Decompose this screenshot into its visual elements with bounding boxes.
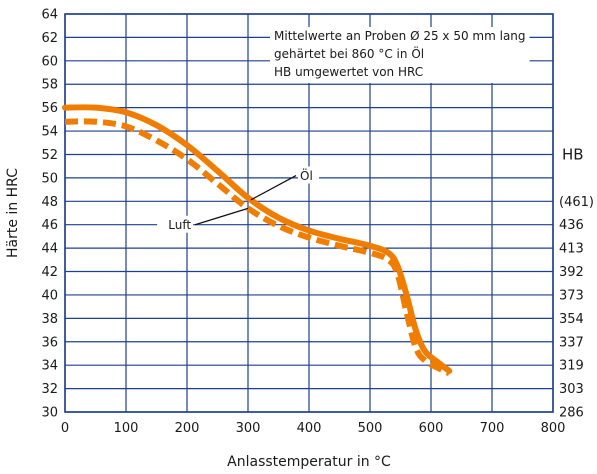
x-tick-label: 0 xyxy=(61,421,69,436)
y-tick-label: 58 xyxy=(41,78,58,93)
y-tick-label: 40 xyxy=(41,288,58,303)
annotation-group: Öl Luft xyxy=(157,166,320,233)
plot-frame xyxy=(64,13,554,413)
x-tick-label: 300 xyxy=(236,421,261,436)
y-tick-label: 32 xyxy=(41,382,58,397)
y2-tick-label: 303 xyxy=(559,382,584,397)
annotation-leader xyxy=(194,207,249,226)
y-tick-label: 36 xyxy=(41,335,58,350)
note-background xyxy=(270,27,530,83)
y2-tick-label: 286 xyxy=(559,406,584,421)
note-line: gehärtet bei 860 °C in Öl xyxy=(274,45,424,61)
x-tick-label: 400 xyxy=(297,421,322,436)
annotation-label-background xyxy=(298,166,320,184)
x-tick-label: 100 xyxy=(114,421,139,436)
note-box: Mittelwerte an Proben Ø 25 x 50 mm lang … xyxy=(270,27,530,83)
y-tick-label: 48 xyxy=(41,195,58,210)
y2-tick-label: 392 xyxy=(559,265,584,280)
annotation-label: Luft xyxy=(168,218,191,232)
y-tick-label: 42 xyxy=(41,265,58,280)
y-tick-label: 54 xyxy=(41,125,58,140)
series-group xyxy=(62,104,453,377)
y2-tick-label: 319 xyxy=(559,359,584,374)
y-tick-label: 50 xyxy=(41,171,58,186)
x-axis-label: Anlasstemperatur in °C xyxy=(227,454,391,470)
note-line: HB umgewertet von HRC xyxy=(274,65,423,79)
y-tick-label: 52 xyxy=(41,148,58,163)
y-tick-label: 60 xyxy=(41,54,58,69)
y-tick-label: 46 xyxy=(41,218,58,233)
annotation-label-background xyxy=(157,215,194,233)
y-tick-label: 30 xyxy=(41,406,58,421)
y2-tick-label: 373 xyxy=(559,288,584,303)
annotation-leader xyxy=(250,174,297,201)
series-line--l xyxy=(62,104,453,374)
x-tick-label: 500 xyxy=(358,421,383,436)
y-tick-label: 34 xyxy=(41,359,58,374)
y-axis-label: Härte in HRC xyxy=(5,168,21,258)
y-tick-label: 64 xyxy=(41,8,58,23)
y2-tick-label: 436 xyxy=(559,218,584,233)
y2-tick-label: 413 xyxy=(559,242,584,257)
y2-tick-label: 337 xyxy=(559,335,584,350)
y-tick-label: 62 xyxy=(41,31,58,46)
y2-tick-label: 354 xyxy=(559,312,584,327)
y-tick-label: 38 xyxy=(41,312,58,327)
y-tick-label: 44 xyxy=(41,242,58,257)
y-tick-label: 56 xyxy=(41,101,58,116)
x-tick-label: 600 xyxy=(419,421,444,436)
axes: 0 100 200 300 400 500 600 700 800 30 32 34 36 38 40 42 4… xyxy=(41,8,594,437)
x-tick-label: 800 xyxy=(541,421,566,436)
x-tick-label: 700 xyxy=(480,421,505,436)
annotation-label: Öl xyxy=(300,167,313,183)
note-line: Mittelwerte an Proben Ø 25 x 50 mm lang xyxy=(274,29,526,43)
x-tick-label: 200 xyxy=(175,421,200,436)
y2-axis-label: HB xyxy=(562,145,584,163)
series-line-luft xyxy=(64,118,451,377)
y2-tick-label: (461) xyxy=(559,195,594,210)
